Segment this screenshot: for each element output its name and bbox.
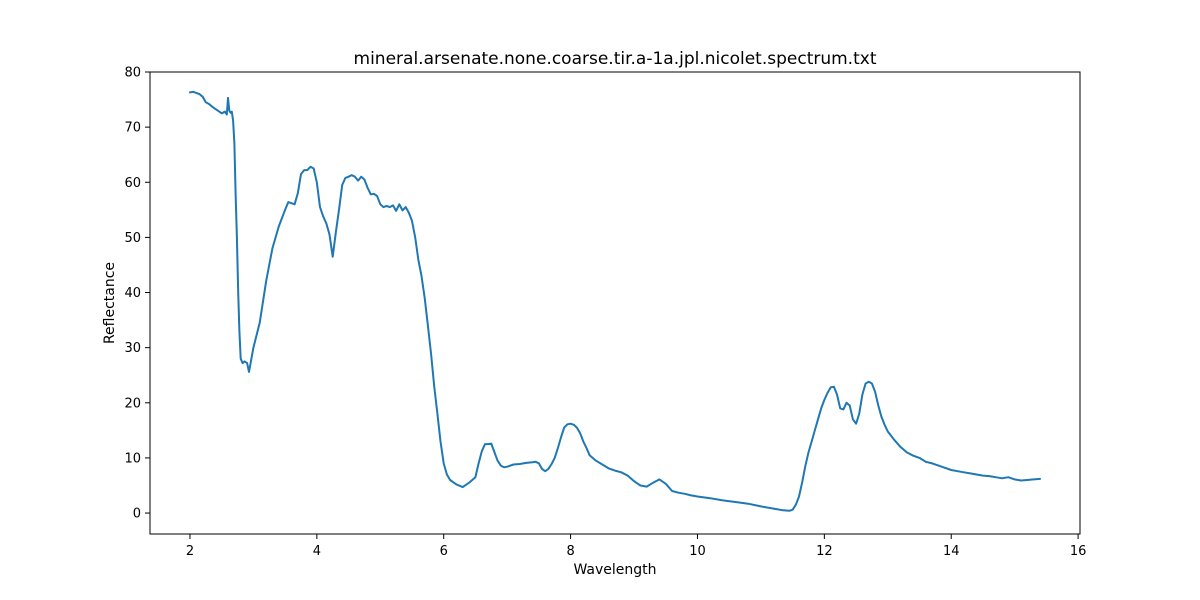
x-tick-label: 4	[313, 544, 321, 559]
y-tick-label: 30	[124, 341, 141, 356]
y-tick-label: 10	[124, 451, 141, 466]
y-tick-label: 60	[124, 176, 141, 191]
plot-frame	[149, 71, 1081, 535]
y-axis-label: Reflectance	[102, 262, 118, 344]
x-tick-label: 16	[1070, 544, 1087, 559]
y-tick-label: 40	[124, 286, 141, 301]
chart-title: mineral.arsenate.none.coarse.tir.a-1a.jp…	[354, 49, 877, 69]
plot-lines	[189, 90, 1041, 512]
x-tick-label: 14	[943, 544, 960, 559]
x-tick-label: 10	[689, 544, 706, 559]
x-axis-ticks: 2 4 6 8 10 12 14 16	[186, 534, 1087, 559]
x-tick-label: 12	[816, 544, 833, 559]
y-tick-label: 20	[124, 396, 141, 411]
x-tick-label: 2	[186, 544, 194, 559]
y-tick-label: 70	[124, 121, 141, 136]
y-tick-label: 0	[133, 507, 141, 522]
x-axis-label: Wavelength	[573, 562, 656, 578]
y-axis-ticks: 0 10 20 30 40 50 60 70 80	[124, 66, 150, 522]
x-tick-label: 8	[566, 544, 574, 559]
spectrum-line	[189, 90, 1041, 512]
x-tick-label: 6	[440, 544, 448, 559]
y-tick-label: 80	[124, 66, 141, 81]
y-tick-label: 50	[124, 231, 141, 246]
